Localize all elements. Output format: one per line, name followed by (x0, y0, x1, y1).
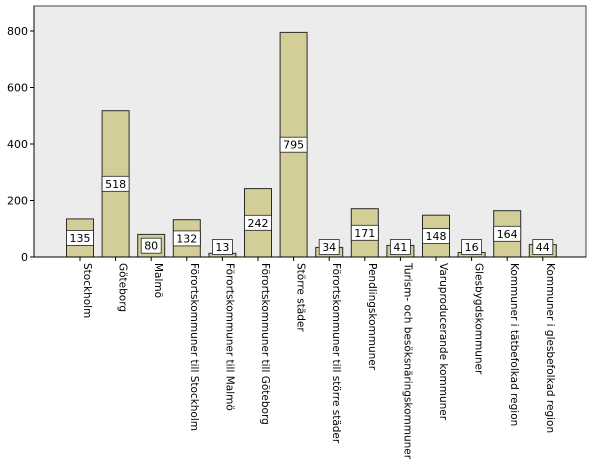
data-label: 164 (497, 228, 518, 241)
data-label-box (532, 239, 554, 255)
x-tick-label: Kommuner i glesbefolkad region (544, 263, 556, 433)
x-tick-label: Göteborg (117, 263, 129, 312)
x-tick-label: Förortskommuner till större städer (330, 263, 342, 444)
data-label-box (422, 228, 450, 245)
data-label-box (389, 239, 411, 255)
bars: 135 518 80 132 13 242 795 34 171 41 148 16 164 44 (66, 31, 557, 258)
x-tick-label: Större städer (295, 263, 307, 332)
x-tick-label: Förortskommuner till Stockholm (188, 263, 200, 431)
x-tick-label: Glesbygdskommuner (473, 263, 485, 375)
y-tick-label: 600 (7, 82, 28, 95)
data-label: 80 (144, 240, 158, 253)
x-tick-label: Varuproducerande kommuner (437, 263, 449, 421)
y-tick-label: 200 (7, 195, 28, 208)
x-tick-label: Stockholm (81, 263, 93, 318)
data-label-box (140, 237, 162, 254)
data-label-box (493, 225, 522, 242)
y-tick-label: 400 (7, 138, 28, 151)
data-label: 518 (105, 178, 126, 191)
x-tick-label: Pendlingskommuner (366, 263, 378, 371)
y-tick-label: 0 (21, 251, 28, 264)
data-label: 34 (322, 241, 336, 254)
data-label: 242 (248, 217, 269, 230)
data-label-box (244, 214, 272, 231)
data-label-box (279, 136, 308, 153)
x-tick-label: Malmö (152, 263, 164, 298)
x-axis: Stockholm Göteborg Malmö Förortskommuner ti… (34, 256, 586, 460)
data-label-box (172, 230, 201, 247)
data-label: 795 (283, 139, 304, 152)
data-label: 41 (393, 241, 407, 254)
data-label: 132 (176, 232, 197, 245)
data-label: 44 (536, 241, 550, 254)
data-label-box (66, 229, 94, 246)
data-label: 171 (354, 227, 375, 240)
data-label-box (318, 239, 340, 255)
data-label: 16 (465, 241, 479, 254)
x-tick-label: Kommuner i tätbefolkad region (508, 263, 520, 426)
data-label: 135 (70, 232, 91, 245)
data-label-box (461, 239, 483, 255)
data-label: 148 (426, 230, 447, 243)
x-tick-label: Förortskommuner till Göteborg (259, 263, 271, 425)
x-tick-label: Förortskommuner till Malmö (223, 263, 235, 411)
x-tick-label: Turism- och besöksnäringskommuner (401, 262, 413, 460)
data-label-box (350, 224, 379, 241)
y-tick-label: 800 (7, 25, 28, 38)
data-label-box (101, 175, 130, 192)
data-label-box (211, 239, 233, 255)
data-label: 13 (215, 241, 229, 254)
y-axis: 0 200 400 600 800 (7, 6, 35, 264)
